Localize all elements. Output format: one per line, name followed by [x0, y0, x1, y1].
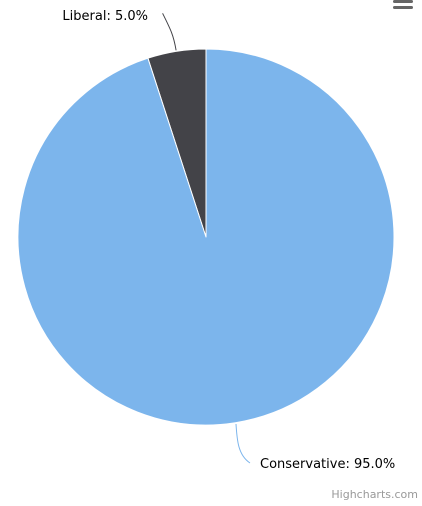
- data-label-liberal: Liberal: 5.0%: [62, 9, 148, 24]
- connector-conservative: [235, 423, 251, 464]
- pie-slice-conservative[interactable]: [17, 48, 395, 426]
- connector-liberal: [162, 13, 177, 51]
- pie-slices: [17, 48, 395, 426]
- label-connectors: [162, 13, 251, 464]
- data-label-conservative: Conservative: 95.0%: [260, 457, 395, 472]
- credits-link[interactable]: Highcharts.com: [331, 488, 418, 501]
- slice-labels: Liberal: 5.0% Conservative: 95.0%: [62, 9, 395, 472]
- hamburger-menu-icon[interactable]: [392, 0, 416, 14]
